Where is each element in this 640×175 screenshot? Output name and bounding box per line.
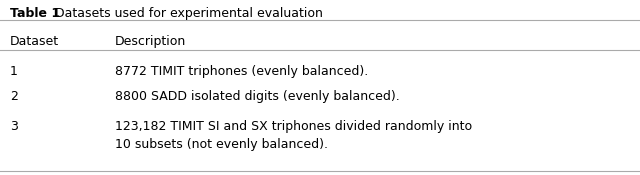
- Text: Dataset: Dataset: [10, 35, 59, 48]
- Text: 3: 3: [10, 120, 18, 133]
- Text: 8800 SADD isolated digits (evenly balanced).: 8800 SADD isolated digits (evenly balanc…: [115, 90, 400, 103]
- Text: 123,182 TIMIT SI and SX triphones divided randomly into
10 subsets (not evenly b: 123,182 TIMIT SI and SX triphones divide…: [115, 120, 472, 151]
- Text: 8772 TIMIT triphones (evenly balanced).: 8772 TIMIT triphones (evenly balanced).: [115, 65, 368, 78]
- Text: Datasets used for experimental evaluation: Datasets used for experimental evaluatio…: [55, 7, 323, 20]
- Text: Description: Description: [115, 35, 186, 48]
- Text: 1: 1: [10, 65, 18, 78]
- Text: Table 1: Table 1: [10, 7, 65, 20]
- Text: 2: 2: [10, 90, 18, 103]
